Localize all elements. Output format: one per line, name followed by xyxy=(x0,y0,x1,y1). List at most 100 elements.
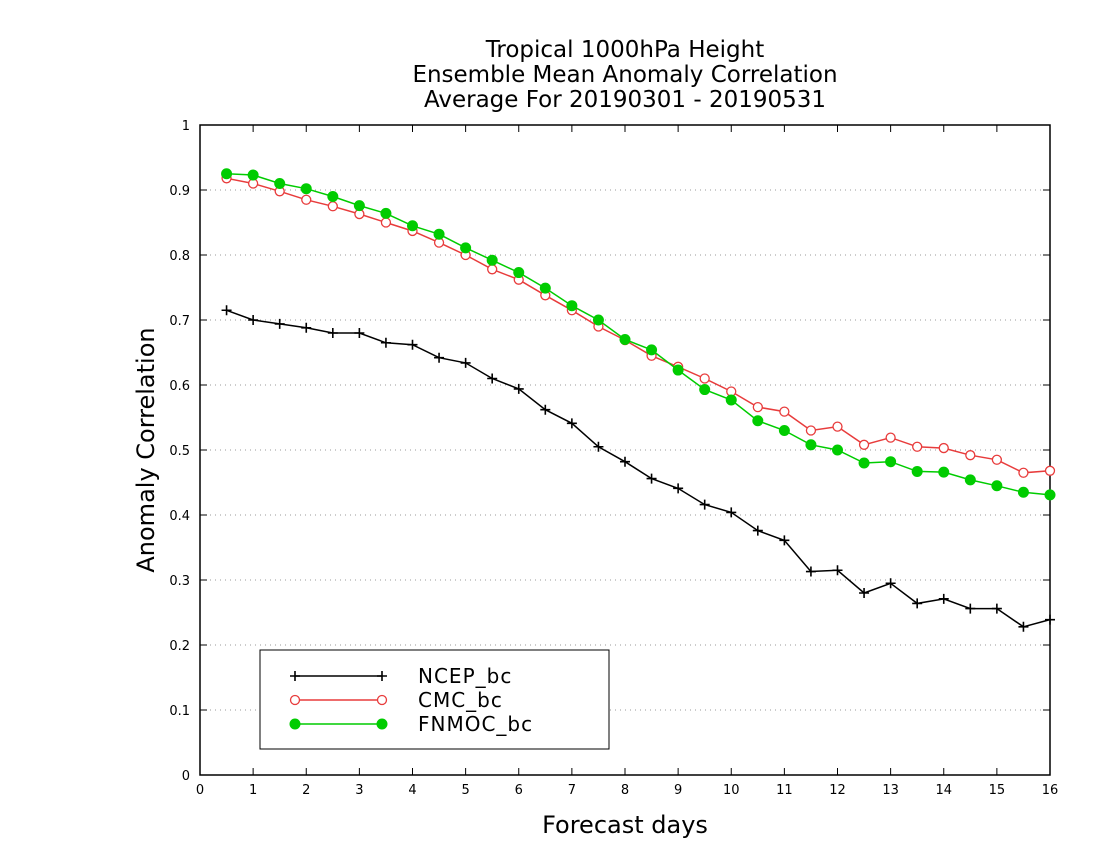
data-point-cmc-bc xyxy=(752,401,763,413)
x-tick-label: 3 xyxy=(355,783,363,798)
data-point-cmc-bc xyxy=(1018,467,1029,478)
data-point-ncep-bc xyxy=(912,598,923,609)
data-point-fnmoc-bc xyxy=(832,444,843,456)
y-tick-label: 0.8 xyxy=(169,249,190,264)
y-tick-label: 0.5 xyxy=(169,444,190,459)
data-point-fnmoc-bc xyxy=(991,480,1003,492)
data-point-fnmoc-bc xyxy=(805,439,817,451)
data-point-ncep-bc xyxy=(859,588,870,598)
data-point-ncep-bc xyxy=(965,603,976,614)
data-point-fnmoc-bc xyxy=(778,425,790,436)
data-point-cmc-bc xyxy=(327,201,338,212)
data-point-ncep-bc xyxy=(380,337,391,348)
data-point-cmc-bc xyxy=(832,421,843,432)
legend-swatch-marker xyxy=(289,694,301,706)
y-tick-label: 0.6 xyxy=(169,379,190,394)
x-tick-label: 16 xyxy=(1042,783,1059,798)
data-point-cmc-bc xyxy=(858,439,870,450)
data-point-fnmoc-bc xyxy=(646,344,658,356)
y-tick-label: 0 xyxy=(182,769,190,784)
data-point-cmc-bc xyxy=(1044,465,1056,476)
data-point-ncep-bc xyxy=(726,507,737,518)
y-tick-label: 1 xyxy=(182,119,190,134)
data-point-cmc-bc xyxy=(487,264,498,275)
data-point-ncep-bc xyxy=(991,603,1002,614)
legend-label-cmc-bc: CMC_bc xyxy=(418,688,503,712)
data-point-ncep-bc xyxy=(938,593,949,604)
data-point-ncep-bc xyxy=(301,322,312,333)
legend-label-ncep-bc: NCEP_bc xyxy=(418,664,512,688)
series-group xyxy=(221,168,1056,632)
data-point-ncep-bc xyxy=(646,473,657,484)
data-point-ncep-bc xyxy=(699,499,710,510)
data-point-ncep-bc xyxy=(885,578,896,589)
chart-title-line-1: Tropical 1000hPa Height xyxy=(485,37,765,63)
y-tick-label: 0.9 xyxy=(169,184,190,199)
x-tick-label: 5 xyxy=(461,783,469,798)
data-point-fnmoc-bc xyxy=(858,457,870,469)
data-point-ncep-bc xyxy=(540,404,551,415)
data-point-fnmoc-bc xyxy=(274,178,286,189)
data-point-cmc-bc xyxy=(912,441,923,452)
data-point-ncep-bc xyxy=(407,339,418,350)
data-point-fnmoc-bc xyxy=(911,465,923,477)
data-point-cmc-bc xyxy=(938,442,949,454)
data-point-fnmoc-bc xyxy=(539,282,551,294)
data-point-cmc-bc xyxy=(885,432,896,443)
data-point-fnmoc-bc xyxy=(486,254,498,266)
data-point-fnmoc-bc xyxy=(353,200,365,212)
data-point-ncep-bc xyxy=(487,373,498,384)
data-point-fnmoc-bc xyxy=(699,384,711,396)
data-point-fnmoc-bc xyxy=(725,394,737,406)
x-tick-label: 14 xyxy=(935,783,952,798)
data-point-ncep-bc xyxy=(354,328,365,338)
data-point-fnmoc-bc xyxy=(566,300,578,312)
y-tick-label: 0.4 xyxy=(169,509,190,524)
data-point-cmc-bc xyxy=(805,425,817,436)
legend-swatch-marker xyxy=(289,718,301,730)
data-point-ncep-bc xyxy=(832,565,843,576)
x-tick-label: 7 xyxy=(568,783,576,798)
data-point-fnmoc-bc xyxy=(247,169,259,181)
data-point-fnmoc-bc xyxy=(300,183,312,195)
legend-label-fnmoc-bc: FNMOC_bc xyxy=(418,712,533,736)
data-point-cmc-bc xyxy=(779,406,790,417)
legend-item-cmc-bc: CMC_bc xyxy=(289,688,503,712)
data-point-fnmoc-bc xyxy=(513,267,525,279)
y-axis-label: Anomaly Correlation xyxy=(132,327,160,572)
series-line-cmc-bc xyxy=(226,177,1051,474)
chart-title-line-3: Average For 20190301 - 20190531 xyxy=(423,87,827,113)
data-point-ncep-bc xyxy=(1045,614,1055,625)
chart-title-line-2: Ensemble Mean Anomaly Correlation xyxy=(412,62,838,88)
data-point-fnmoc-bc xyxy=(460,242,472,254)
x-tick-label: 0 xyxy=(196,783,204,798)
data-point-ncep-bc xyxy=(327,328,338,338)
x-tick-label: 13 xyxy=(882,783,899,798)
x-tick-label: 15 xyxy=(989,783,1006,798)
data-point-ncep-bc xyxy=(779,535,790,546)
legend-swatch-marker xyxy=(376,694,388,706)
data-point-fnmoc-bc xyxy=(407,220,418,232)
data-point-ncep-bc xyxy=(566,418,577,429)
data-point-cmc-bc xyxy=(699,373,710,384)
data-point-fnmoc-bc xyxy=(619,334,631,345)
legend-swatch-marker xyxy=(377,671,387,681)
data-point-fnmoc-bc xyxy=(885,456,897,468)
data-point-cmc-bc xyxy=(301,194,312,205)
data-point-ncep-bc xyxy=(274,318,285,329)
data-point-ncep-bc xyxy=(513,383,524,394)
data-point-fnmoc-bc xyxy=(327,191,339,202)
x-tick-label: 1 xyxy=(249,783,257,798)
y-tick-label: 0.2 xyxy=(169,639,190,654)
data-point-cmc-bc xyxy=(965,450,976,461)
series-cmc-bc xyxy=(221,173,1056,478)
data-point-cmc-bc xyxy=(380,217,392,228)
x-tick-label: 10 xyxy=(723,783,740,798)
series-fnmoc-bc xyxy=(221,168,1056,501)
data-point-fnmoc-bc xyxy=(938,466,950,478)
data-point-cmc-bc xyxy=(991,454,1003,465)
x-axis-label: Forecast days xyxy=(542,811,708,839)
grid xyxy=(200,189,1050,711)
data-point-fnmoc-bc xyxy=(752,415,764,427)
